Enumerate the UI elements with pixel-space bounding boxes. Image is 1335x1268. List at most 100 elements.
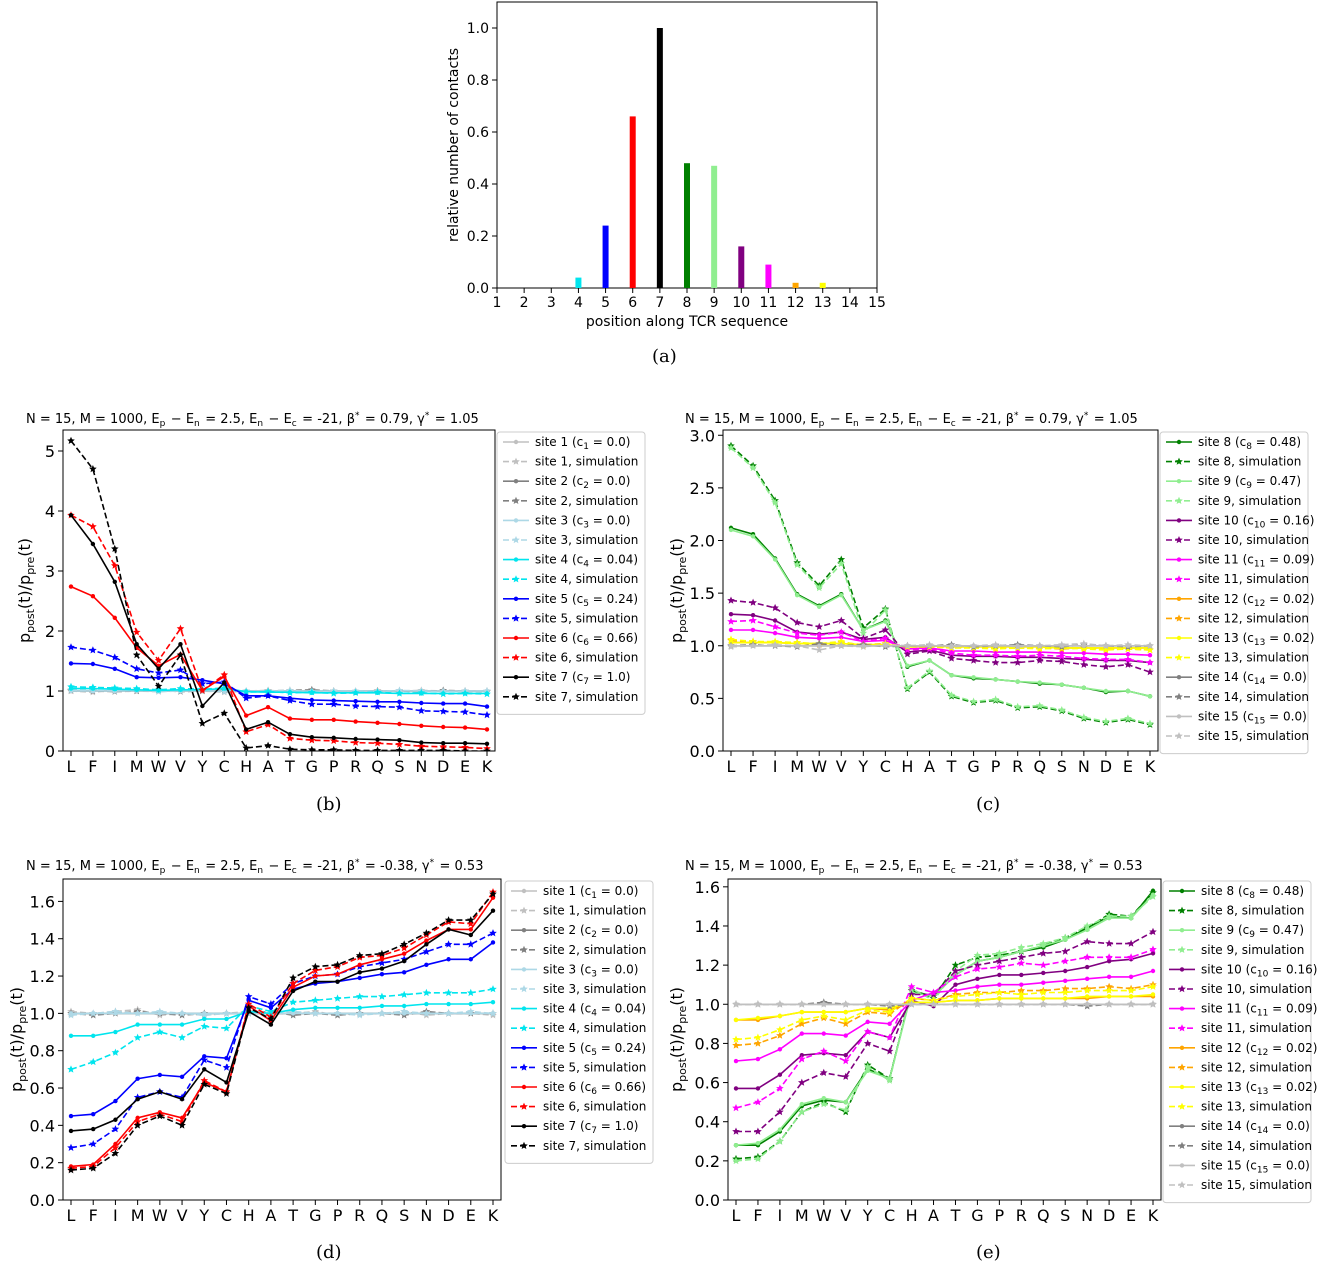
data-point xyxy=(799,1052,805,1058)
data-point xyxy=(885,1076,894,1084)
data-point xyxy=(1127,986,1135,994)
plot-frame xyxy=(727,878,1162,1201)
caption-e: (e) xyxy=(976,1242,1001,1263)
data-point xyxy=(309,697,315,703)
bar xyxy=(575,277,582,288)
data-point xyxy=(331,717,336,722)
data-point xyxy=(446,927,451,932)
legend-marker xyxy=(1176,675,1182,680)
data-point xyxy=(220,684,229,692)
legend-marker xyxy=(1175,457,1183,465)
data-point xyxy=(776,1137,784,1145)
data-point xyxy=(112,666,117,671)
legend-marker xyxy=(521,888,527,894)
x-tick-label: N xyxy=(1078,757,1090,776)
data-point xyxy=(378,949,386,957)
y-tick-label: 0.5 xyxy=(690,689,715,708)
data-point xyxy=(268,1022,274,1027)
data-point xyxy=(951,967,960,975)
legend-label: site 6 (c6 = 0.66) xyxy=(543,1080,646,1097)
caption-d: (d) xyxy=(316,1242,342,1263)
series-line xyxy=(730,619,1151,664)
legend-marker xyxy=(1179,928,1185,933)
data-point xyxy=(1035,656,1044,664)
legend-marker xyxy=(513,635,519,641)
data-point xyxy=(793,629,801,637)
data-point xyxy=(490,940,496,945)
x-tick-label: 4 xyxy=(574,295,583,311)
y-axis-label: ppost(t)/ppre(t) xyxy=(15,538,37,643)
data-point xyxy=(885,1033,894,1041)
data-point xyxy=(355,992,364,1000)
data-point xyxy=(777,1013,783,1019)
data-point xyxy=(91,1111,96,1117)
data-point xyxy=(794,635,800,640)
data-point xyxy=(395,703,404,711)
data-point xyxy=(728,527,734,533)
data-point xyxy=(133,1121,142,1129)
data-point xyxy=(820,1000,828,1008)
data-point xyxy=(887,1021,892,1027)
data-point xyxy=(417,742,426,750)
data-point xyxy=(843,1033,848,1038)
data-point xyxy=(1128,994,1134,999)
data-point xyxy=(1019,972,1024,978)
legend-marker xyxy=(521,967,527,972)
data-point xyxy=(154,682,163,690)
data-point xyxy=(112,579,117,584)
series-line xyxy=(70,941,494,1117)
data-point xyxy=(200,1076,209,1084)
data-point xyxy=(264,687,272,695)
y-tick-label: 1.0 xyxy=(690,637,715,656)
legend-label: site 13, simulation xyxy=(1198,651,1309,665)
data-point xyxy=(113,1117,118,1122)
y-tick-label: 1.0 xyxy=(30,1004,55,1023)
data-point xyxy=(1083,953,1091,961)
series-line xyxy=(70,893,494,1171)
legend-marker xyxy=(521,1084,527,1090)
data-point xyxy=(244,992,253,1000)
data-point xyxy=(357,975,362,981)
series-line xyxy=(736,952,1154,1090)
chart-title: N = 15, M = 1000, Ep − En = 2.5, En − Ec… xyxy=(26,858,483,876)
data-point xyxy=(111,561,119,569)
data-point xyxy=(111,1125,120,1133)
data-point xyxy=(1013,702,1022,710)
x-tick-label: A xyxy=(265,1206,276,1225)
legend: site 1 (c1 = 0.0) site 1, simulation site … xyxy=(496,431,646,715)
data-point xyxy=(973,961,982,969)
data-point xyxy=(308,688,316,696)
x-tick-label: S xyxy=(399,1206,409,1225)
data-point xyxy=(733,1142,739,1148)
data-point xyxy=(1017,953,1026,961)
data-point xyxy=(89,1164,97,1172)
data-point xyxy=(1150,951,1156,956)
data-point xyxy=(777,1072,783,1077)
x-tick-label: S xyxy=(1057,757,1067,776)
data-point xyxy=(444,1009,453,1017)
y-tick-label: 1.5 xyxy=(690,584,715,603)
legend-marker xyxy=(1178,1141,1186,1149)
data-point xyxy=(771,498,779,506)
data-point xyxy=(841,1106,850,1114)
y-tick-label: 0 xyxy=(45,742,55,761)
data-point xyxy=(401,958,407,964)
legend-label: site 7, simulation xyxy=(543,1139,646,1153)
data-point xyxy=(903,650,912,658)
y-tick-label: 5 xyxy=(45,442,55,461)
legend-label: site 7 (c7 = 1.0) xyxy=(535,670,630,687)
data-point xyxy=(1084,994,1090,999)
series-line xyxy=(70,662,488,708)
x-tick-label: G xyxy=(309,1206,321,1225)
data-point xyxy=(969,697,978,705)
data-point xyxy=(1125,651,1131,657)
legend-marker xyxy=(520,906,528,914)
data-point xyxy=(815,622,823,630)
data-point xyxy=(727,635,735,643)
data-point xyxy=(401,951,407,956)
y-tick-label: 1.0 xyxy=(695,995,720,1014)
data-point xyxy=(68,1128,74,1134)
data-point xyxy=(1039,988,1048,996)
data-point xyxy=(331,735,336,740)
data-point xyxy=(1061,933,1069,941)
